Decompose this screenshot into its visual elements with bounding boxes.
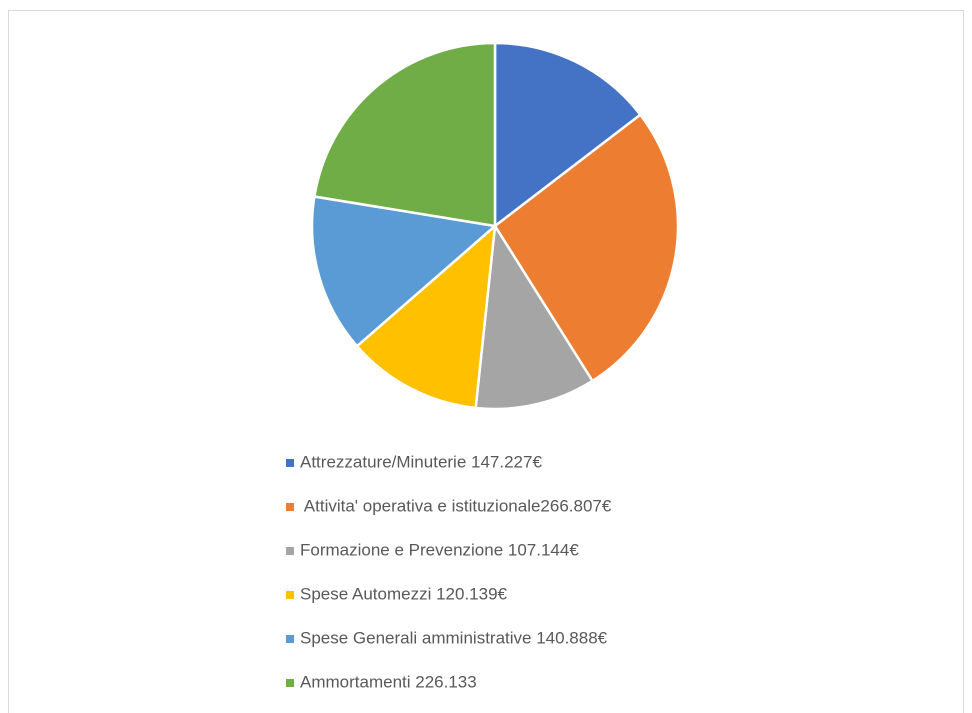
legend-marker (286, 635, 294, 643)
pie-slice (310, 195, 498, 348)
legend-label: Ammortamenti 226.133 (300, 672, 477, 691)
legend-label: Spese Automezzi 120.139€ (300, 584, 508, 603)
legend-label: Spese Generali amministrative 140.888€ (300, 628, 608, 647)
legend-marker (286, 679, 294, 687)
pie-slice (312, 41, 497, 228)
legend-label: Attrezzature/Minuterie 147.227€ (300, 452, 542, 471)
legend-marker (286, 591, 294, 599)
legend-label: Attivita' operativa e istituzionale266.8… (300, 496, 612, 515)
pie-slice (474, 222, 595, 411)
pie-slice (493, 113, 680, 383)
legend-marker (286, 547, 294, 555)
legend-marker (286, 459, 294, 467)
pie-slice (355, 222, 497, 410)
legend-label: Formazione e Prevenzione 107.144€ (300, 540, 579, 559)
pie-slice (493, 41, 643, 229)
legend-marker (286, 503, 294, 511)
